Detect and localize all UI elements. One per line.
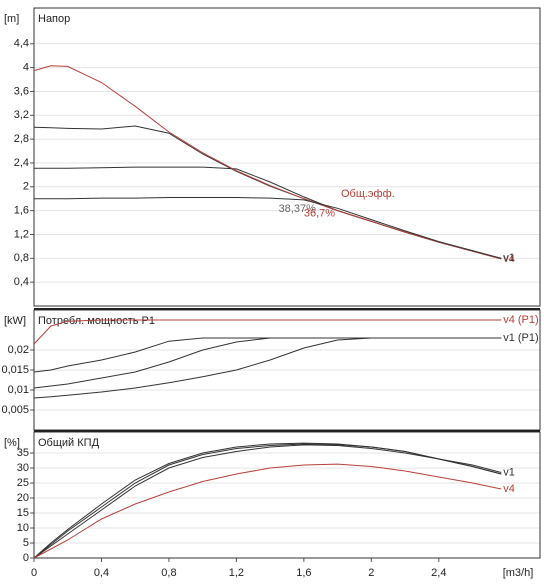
y-tick-label: 1,6 [14, 205, 29, 217]
y-tick-label: 0,015 [1, 364, 29, 376]
x-tick-label: 2 [368, 567, 374, 579]
x-tick-label: 0,4 [94, 567, 109, 579]
annotation: 38,37% [279, 203, 317, 215]
x-tick-label: 0,8 [161, 567, 176, 579]
y-tick-label: 2,4 [14, 157, 29, 169]
series-line [33, 337, 502, 373]
y-tick-label: 0,02 [8, 344, 29, 356]
panel-title: Потребл. мощность P1 [38, 315, 155, 327]
y-unit: [m] [4, 13, 19, 25]
panel-frame [33, 7, 541, 307]
y-tick-label: 10 [17, 522, 29, 534]
y-unit: [kW] [4, 315, 26, 327]
y-tick-label: 3,2 [14, 109, 29, 121]
y-tick-label: 1,2 [14, 228, 29, 240]
y-tick-label: 5 [23, 537, 29, 549]
annotation: Общ.эфф. [341, 188, 395, 200]
y-tick-label: 25 [17, 477, 29, 489]
series-label: v4 (P1) [503, 314, 538, 326]
y-tick-label: 0,8 [14, 252, 29, 264]
series-line [33, 463, 502, 559]
series-label: v1 (P1) [503, 332, 538, 344]
x-tick-label: 0 [31, 567, 37, 579]
y-tick-label: 4 [23, 62, 29, 74]
y-tick-label: 4,4 [14, 38, 29, 50]
panel-title: Напор [38, 13, 70, 25]
y-tick-label: 20 [17, 492, 29, 504]
series-line [34, 166, 502, 259]
series-line [33, 319, 502, 345]
y-tick-label: 0 [23, 552, 29, 564]
y-tick-label: 0,4 [14, 276, 29, 288]
y-tick-label: 35 [17, 447, 29, 459]
y-tick-label: 30 [17, 462, 29, 474]
series-line [33, 442, 502, 559]
series-line [33, 444, 502, 559]
series-label: v4 [503, 483, 515, 495]
y-tick-label: 0,005 [1, 404, 29, 416]
x-tick-label: 1,6 [296, 567, 311, 579]
y-tick-label: 2,8 [14, 133, 29, 145]
y-tick-label: 15 [17, 507, 29, 519]
y-tick-label: 3,6 [14, 85, 29, 97]
x-unit: [m3/h] [503, 567, 534, 579]
annotation: 36,7% [304, 208, 335, 220]
panel-frame [33, 431, 541, 559]
y-tick-label: 2 [23, 181, 29, 193]
series-label: v4 [503, 253, 515, 265]
series-label: v1 [503, 466, 515, 478]
series-line [33, 443, 502, 559]
series-line [34, 197, 502, 259]
series-label: v1 [503, 252, 515, 264]
series-line [33, 65, 502, 260]
x-tick-label: 2,4 [431, 567, 446, 579]
panel-title: Общий КПД [38, 437, 100, 449]
series-line [33, 337, 502, 389]
series-line [33, 337, 502, 399]
y-tick-label: 0,01 [8, 384, 29, 396]
x-tick-label: 1,2 [229, 567, 244, 579]
y-unit: [%] [4, 437, 20, 449]
